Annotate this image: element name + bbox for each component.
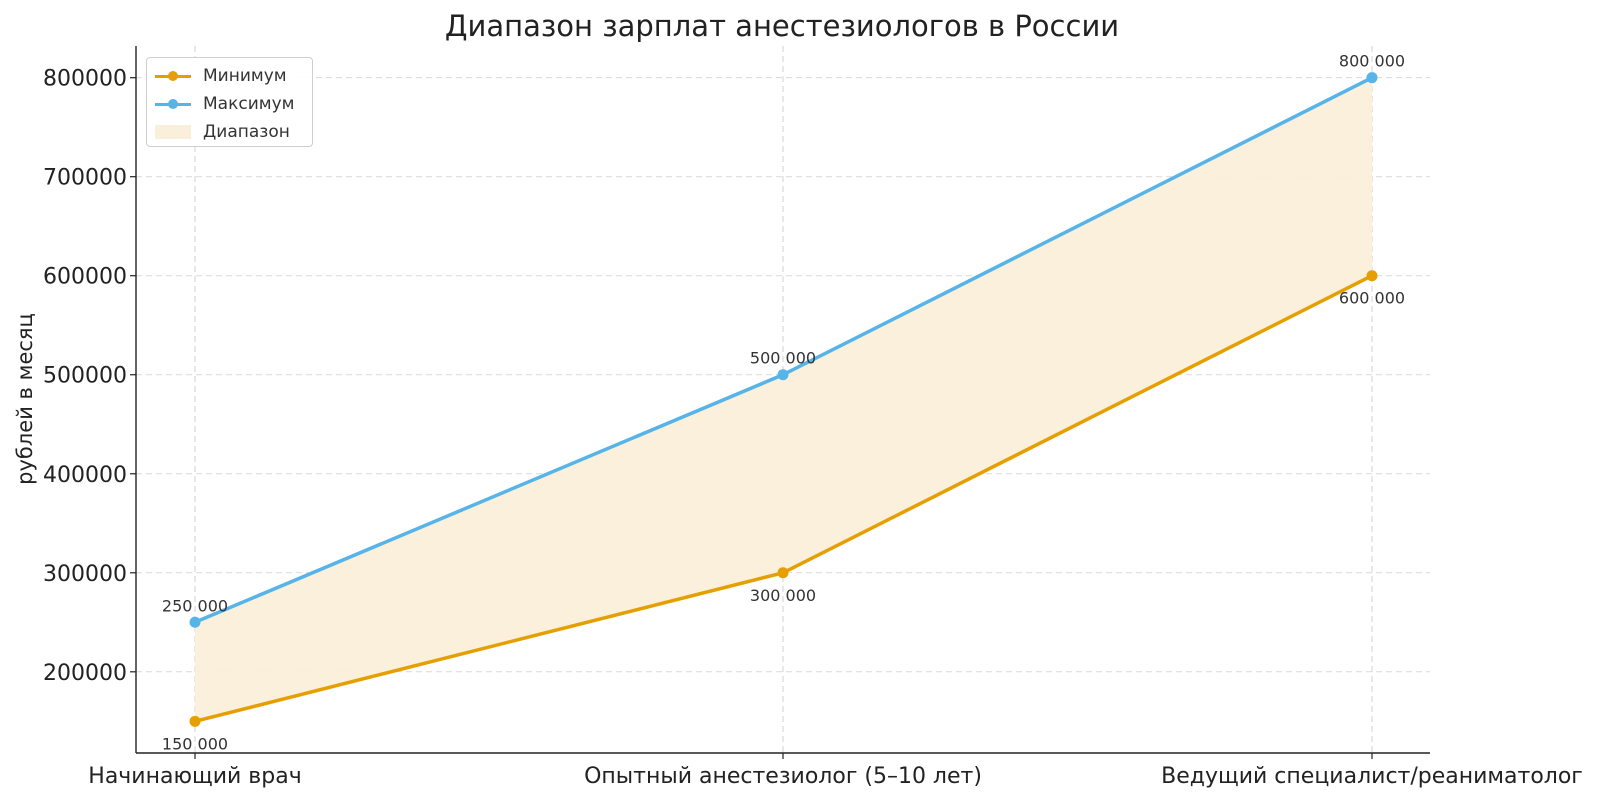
y-tick-label: 800000 [43,67,127,92]
chart-title: Диапазон зарплат анестезиологов в России [445,9,1119,43]
y-tick-label: 200000 [43,661,127,686]
axes-layer: 200000 300000 400000 500000 600000 700000 8000… [43,46,1583,789]
legend-min-swatch [153,65,193,87]
legend: Минимум Максимум Диапазон [146,57,313,147]
data-label: 600 000 [1339,289,1405,308]
y-axis-label: рублей в месяц [13,313,37,485]
legend-item-range: Диапазон [153,121,290,143]
legend-min-label: Минимум [203,66,287,86]
legend-range-swatch [153,121,193,143]
range-fill-area [195,77,1372,722]
data-label-layer: 150 000 300 000 600 000 250 000 500 000 800 0… [162,52,1405,754]
y-tick-label: 600000 [43,265,127,290]
data-label: 150 000 [162,734,228,753]
y-tick-label: 300000 [43,562,127,587]
legend-max-swatch [153,93,193,115]
x-tick-label: Ведущий специалист/реаниматолог [1161,764,1583,789]
data-label: 250 000 [162,596,228,615]
point-min [189,715,201,727]
point-max [1366,72,1378,84]
x-tick-label: Начинающий врач [88,764,301,789]
point-min [1366,270,1378,282]
point-max [189,616,201,628]
y-tick-label: 500000 [43,364,127,389]
data-label: 300 000 [750,586,816,605]
point-max [777,369,789,381]
legend-item-min: Минимум [153,65,287,87]
y-tick-label: 400000 [43,463,127,488]
range-fill-layer [195,77,1372,722]
y-tick-label: 700000 [43,166,127,191]
x-tick-label: Опытный анестезиолог (5–10 лет) [584,764,982,789]
data-label: 500 000 [750,349,816,368]
series-layer [189,72,1378,727]
point-min [777,567,789,579]
legend-max-label: Максимум [203,94,295,114]
legend-range-label: Диапазон [203,122,290,142]
data-label: 800 000 [1339,52,1405,71]
legend-item-max: Максимум [153,93,294,115]
